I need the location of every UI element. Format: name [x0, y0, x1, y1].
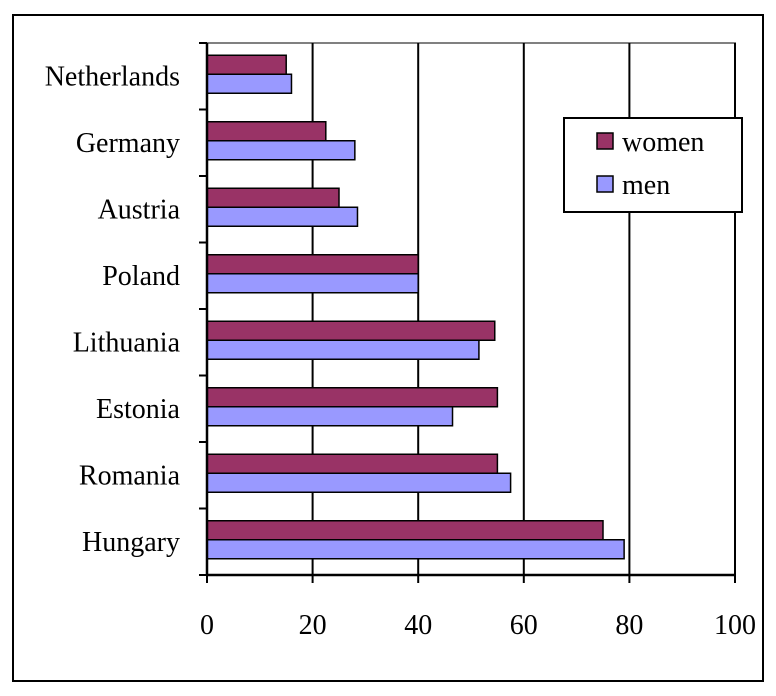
category-label-austria: Austria: [98, 194, 181, 225]
bar-hungary-women: [206, 520, 604, 541]
x-tick-label-40: 40: [404, 610, 432, 641]
category-label-estonia: Estonia: [96, 394, 181, 425]
bar-germany-women: [206, 121, 327, 142]
bar-lithuania-men: [206, 339, 480, 360]
category-label-poland: Poland: [102, 261, 180, 292]
bar-lithuania-women: [206, 320, 496, 341]
labels: Netherlands Germany Austria Poland Lithuania…: [45, 61, 756, 641]
x-tick-label-20: 20: [299, 610, 327, 641]
legend-label-women: women: [622, 127, 704, 158]
bar-romania-men: [206, 472, 512, 493]
bar-netherlands-women: [206, 54, 287, 75]
category-label-germany: Germany: [76, 128, 180, 159]
category-label-hungary: Hungary: [82, 527, 180, 558]
x-tick-label-60: 60: [510, 610, 538, 641]
category-label-romania: Romania: [79, 460, 181, 491]
category-label-netherlands: Netherlands: [45, 61, 180, 92]
legend-swatch-men: [596, 175, 614, 193]
bar-estonia-women: [206, 387, 499, 408]
legend-label-men: men: [622, 170, 670, 201]
bar-estonia-men: [206, 406, 454, 427]
bar-poland-women: [206, 254, 419, 275]
category-label-lithuania: Lithuania: [73, 327, 181, 358]
bar-austria-men: [206, 206, 359, 227]
bar-romania-women: [206, 453, 499, 474]
legend-box: [563, 117, 743, 213]
bar-germany-men: [206, 140, 356, 161]
legend-swatch-women: [596, 132, 614, 150]
x-tick-label-0: 0: [200, 610, 214, 641]
bar-austria-women: [206, 187, 340, 208]
x-tick-label-80: 80: [615, 610, 643, 641]
bars: [206, 54, 625, 560]
x-tick-label-100: 100: [714, 610, 756, 641]
axes: [199, 42, 736, 583]
legend: women men: [563, 117, 743, 213]
bar-poland-men: [206, 273, 419, 294]
bar-netherlands-men: [206, 73, 293, 94]
bar-hungary-men: [206, 539, 625, 560]
